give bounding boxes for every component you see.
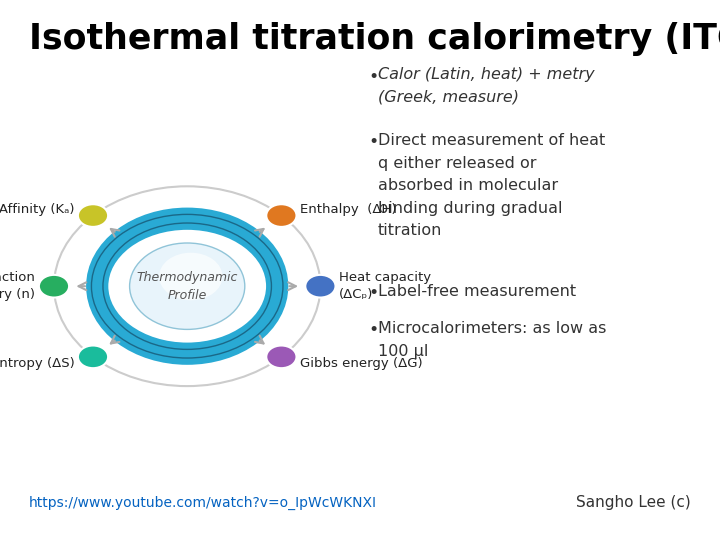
Text: Label-free measurement: Label-free measurement [378, 284, 576, 299]
Text: Gibbs energy (ΔG): Gibbs energy (ΔG) [300, 357, 423, 370]
Text: •: • [369, 133, 379, 151]
Text: Thermodynamic
Profile: Thermodynamic Profile [137, 271, 238, 302]
Circle shape [130, 243, 245, 329]
Text: •: • [369, 68, 379, 85]
Text: Entropy (ΔS): Entropy (ΔS) [0, 357, 74, 370]
Text: Binding Affinity (Kₐ): Binding Affinity (Kₐ) [0, 202, 74, 215]
Text: binding during gradual: binding during gradual [378, 201, 562, 216]
Circle shape [159, 253, 222, 300]
Text: Microcalorimeters: as low as: Microcalorimeters: as low as [378, 321, 606, 336]
Text: (Greek, measure): (Greek, measure) [378, 90, 519, 105]
Circle shape [266, 204, 297, 227]
Text: Sangho Lee (c): Sangho Lee (c) [576, 495, 690, 510]
Circle shape [305, 275, 336, 298]
Text: Reaction
Stoichiometry (n): Reaction Stoichiometry (n) [0, 272, 35, 301]
Text: Enthalpy  (ΔH): Enthalpy (ΔH) [300, 202, 397, 215]
Text: q either released or: q either released or [378, 156, 536, 171]
Text: https://www.youtube.com/watch?v=o_IpWcWKNXI: https://www.youtube.com/watch?v=o_IpWcWK… [29, 496, 377, 510]
Circle shape [39, 275, 69, 298]
Text: absorbed in molecular: absorbed in molecular [378, 178, 558, 193]
Text: Direct measurement of heat: Direct measurement of heat [378, 133, 606, 148]
Circle shape [78, 204, 108, 227]
Text: titration: titration [378, 223, 442, 238]
Text: Heat capacity
(ΔCₚ): Heat capacity (ΔCₚ) [339, 272, 431, 301]
Text: 100 µl: 100 µl [378, 344, 428, 359]
Circle shape [266, 346, 297, 368]
Text: •: • [369, 284, 379, 301]
Text: Calor (Latin, heat) + metry: Calor (Latin, heat) + metry [378, 68, 595, 83]
Text: •: • [369, 321, 379, 339]
Circle shape [78, 346, 108, 368]
Text: Isothermal titration calorimetry (ITC): Isothermal titration calorimetry (ITC) [29, 22, 720, 56]
